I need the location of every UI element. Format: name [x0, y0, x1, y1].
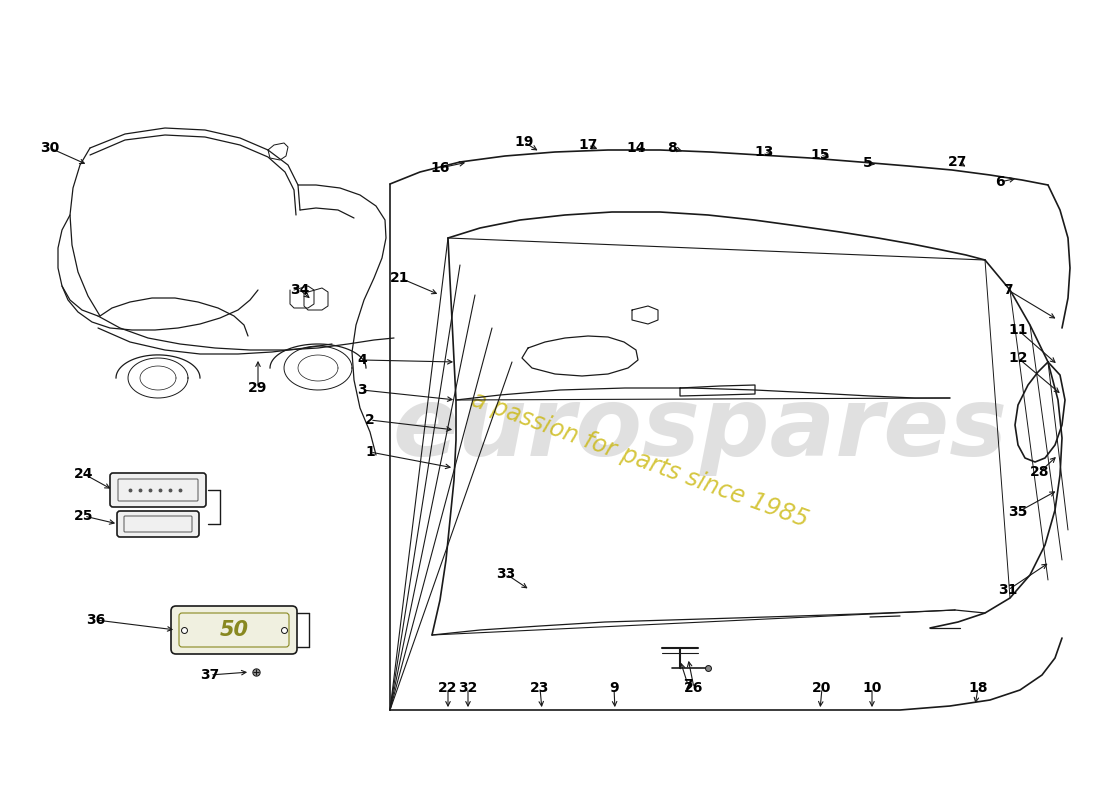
Text: 5: 5: [864, 156, 873, 170]
Text: 25: 25: [75, 509, 94, 523]
Text: 19: 19: [515, 135, 534, 149]
Text: 11: 11: [1009, 323, 1027, 337]
Text: 17: 17: [579, 138, 597, 152]
Text: 12: 12: [1009, 351, 1027, 365]
Text: 31: 31: [999, 583, 1018, 597]
Text: 9: 9: [609, 681, 619, 695]
Text: 4: 4: [358, 353, 367, 367]
Text: 10: 10: [862, 681, 882, 695]
Text: 26: 26: [684, 681, 704, 695]
Text: 7: 7: [1003, 283, 1013, 297]
Text: 27: 27: [948, 155, 968, 169]
Text: 35: 35: [1009, 505, 1027, 519]
Text: 3: 3: [358, 383, 366, 397]
Text: 6: 6: [996, 175, 1004, 189]
Text: 8: 8: [667, 141, 676, 155]
Text: 34: 34: [290, 283, 310, 297]
FancyBboxPatch shape: [110, 473, 206, 507]
Text: 16: 16: [430, 161, 450, 175]
Text: 33: 33: [496, 567, 516, 581]
FancyBboxPatch shape: [117, 511, 199, 537]
Text: 24: 24: [75, 467, 94, 481]
Text: 37: 37: [200, 668, 220, 682]
Text: eurospares: eurospares: [393, 383, 1008, 477]
Text: 28: 28: [1031, 465, 1049, 479]
Text: 23: 23: [530, 681, 550, 695]
Text: 1: 1: [365, 445, 375, 459]
Text: 32: 32: [459, 681, 477, 695]
Text: 50: 50: [220, 620, 249, 640]
Text: 18: 18: [968, 681, 988, 695]
Text: 22: 22: [438, 681, 458, 695]
Text: 13: 13: [755, 145, 773, 159]
Text: 20: 20: [812, 681, 832, 695]
Text: 7: 7: [683, 678, 693, 692]
Text: 15: 15: [811, 148, 829, 162]
Text: 36: 36: [87, 613, 106, 627]
FancyBboxPatch shape: [170, 606, 297, 654]
Text: 2: 2: [365, 413, 375, 427]
Text: 29: 29: [249, 381, 267, 395]
Text: 14: 14: [626, 141, 646, 155]
Text: 30: 30: [41, 141, 59, 155]
Text: a passion for parts since 1985: a passion for parts since 1985: [469, 388, 812, 532]
Text: 21: 21: [390, 271, 409, 285]
